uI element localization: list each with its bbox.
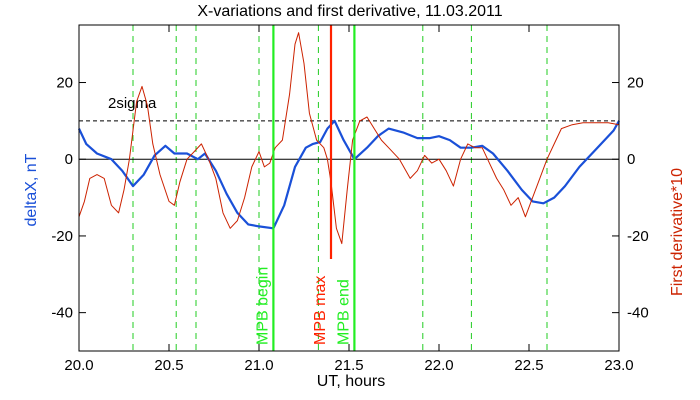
mpb-begin-label: MPB begin (254, 267, 271, 345)
mpb-end-label: MPB end (335, 279, 352, 345)
y-tick-label-left: -20 (51, 228, 73, 245)
y-tick-label-left: -40 (51, 305, 73, 322)
x-axis-label: UT, hours (317, 373, 385, 390)
y-axis-label-right: First derivative*10 (669, 168, 686, 296)
x-tick-label: 21.5 (334, 357, 363, 374)
threshold-label: 2sigma (108, 95, 157, 112)
y-tick-label-right: 0 (627, 151, 635, 168)
x-tick-label: 21.0 (244, 357, 273, 374)
x-tick-label: 22.5 (514, 357, 543, 374)
x-tick-label: 20.5 (154, 357, 183, 374)
derivative-series-line (78, 32, 620, 245)
mpb-max-label: MPB max (312, 276, 329, 345)
x-tick-label: 22.0 (424, 357, 453, 374)
y-tick-label-right: -40 (627, 305, 649, 322)
y-axis-label-left: deltaX, nT (23, 153, 40, 226)
deltax-series-line (78, 119, 620, 230)
y-tick-label-left: 0 (65, 151, 73, 168)
chart-title: X-variations and first derivative, 11.03… (197, 3, 502, 20)
plot-area: 2sigma MPB begin MPB max MPB end 20.0 20.5 21.… (51, 24, 649, 374)
x-tick-label: 23.0 (604, 357, 633, 374)
x-tick-label: 20.0 (64, 357, 93, 374)
y-tick-label-right: 20 (627, 75, 644, 92)
y-tick-label-right: -20 (627, 228, 649, 245)
y-tick-label-left: 20 (56, 75, 73, 92)
